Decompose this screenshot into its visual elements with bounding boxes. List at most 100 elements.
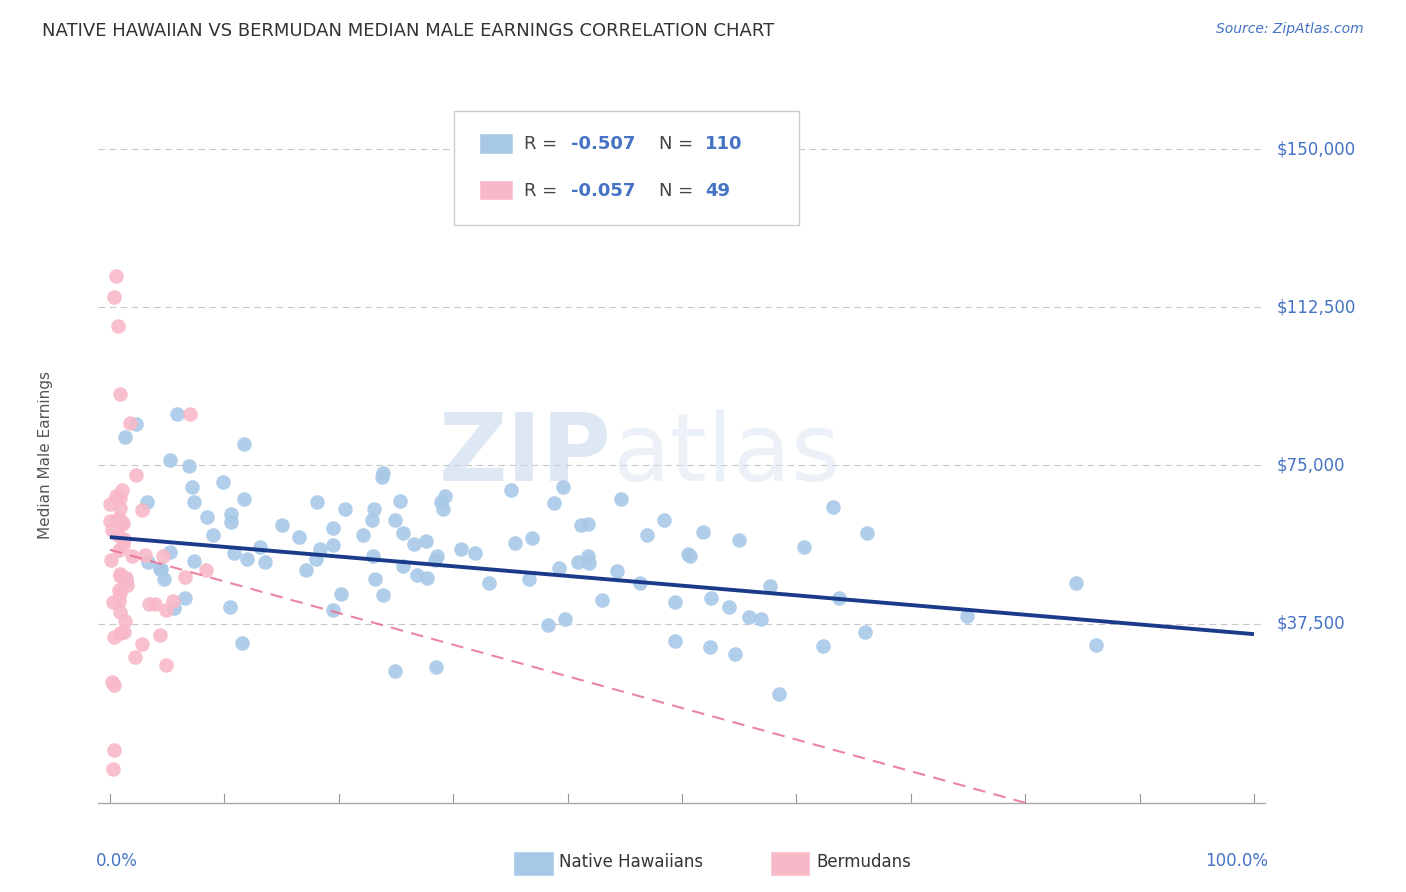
Text: NATIVE HAWAIIAN VS BERMUDAN MEDIAN MALE EARNINGS CORRELATION CHART: NATIVE HAWAIIAN VS BERMUDAN MEDIAN MALE … [42,22,775,40]
Point [107,528,129,542]
Point [125,417,148,431]
Point [425,660,447,674]
Text: $112,500: $112,500 [1277,298,1355,317]
Point [183,495,205,509]
Point [112,516,135,530]
FancyBboxPatch shape [479,134,513,153]
Text: $75,000: $75,000 [1277,457,1346,475]
Point [415,571,437,585]
Point [664,633,686,648]
Point [108,511,131,525]
Point [371,469,394,483]
Point [195,510,218,524]
Point [392,526,415,541]
Point [361,513,384,527]
Point [537,618,560,632]
Point [406,567,429,582]
Point [628,576,651,591]
Point [108,500,131,515]
Point [100,553,122,567]
Text: Source: ZipAtlas.com: Source: ZipAtlas.com [1216,22,1364,37]
Point [180,480,202,494]
Point [103,630,125,644]
Point [115,578,138,592]
Point [793,540,815,554]
Point [333,501,356,516]
Point [173,591,195,606]
Point [432,501,454,516]
Point [1085,638,1108,652]
Point [111,483,134,498]
Text: Median Male Earnings: Median Male Earnings [38,371,53,539]
Point [724,647,747,661]
Point [308,541,330,556]
Point [108,386,131,401]
Point [554,612,576,626]
Point [329,587,352,601]
Point [813,639,835,653]
Point [149,562,172,576]
Point [384,664,406,678]
Text: $37,500: $37,500 [1277,615,1346,632]
Point [322,538,344,552]
Point [307,494,329,508]
Point [101,595,124,609]
Point [543,496,565,510]
FancyBboxPatch shape [454,111,799,226]
Point [103,290,125,304]
Point [499,483,522,498]
Point [150,562,173,576]
Point [384,513,406,527]
Point [547,561,569,575]
Point [567,555,589,569]
Point [112,624,135,639]
Point [120,417,142,431]
Point [114,429,136,443]
Text: 100.0%: 100.0% [1205,852,1268,870]
Point [758,579,780,593]
Text: N =: N = [658,182,699,200]
Point [391,559,413,574]
Point [125,467,148,482]
Point [103,678,125,692]
Point [103,762,125,776]
Point [101,674,124,689]
Point [718,599,741,614]
Point [352,528,374,542]
Text: -0.507: -0.507 [571,135,636,153]
FancyBboxPatch shape [513,852,554,876]
Point [153,572,176,586]
Point [110,586,132,600]
Text: R =: R = [524,135,564,153]
Point [163,601,186,615]
Point [219,599,242,614]
Point [101,523,124,537]
Point [464,546,486,560]
Point [98,515,121,529]
Point [295,563,318,577]
Point [110,625,132,640]
Point [699,640,721,654]
Point [104,268,127,283]
FancyBboxPatch shape [770,852,810,876]
Point [108,491,131,505]
Point [107,582,129,597]
Text: Bermudans: Bermudans [815,853,911,871]
Point [131,502,153,516]
Point [606,564,628,578]
Point [108,594,131,608]
Point [828,591,851,606]
Text: atlas: atlas [612,409,841,501]
Point [576,516,599,531]
Point [450,541,472,556]
Text: N =: N = [658,135,699,153]
Point [768,687,790,701]
Point [856,525,879,540]
Point [821,500,844,514]
Point [179,407,201,421]
Point [103,743,125,757]
Point [322,520,344,534]
Point [107,319,129,334]
Point [569,517,592,532]
Point [166,407,188,421]
